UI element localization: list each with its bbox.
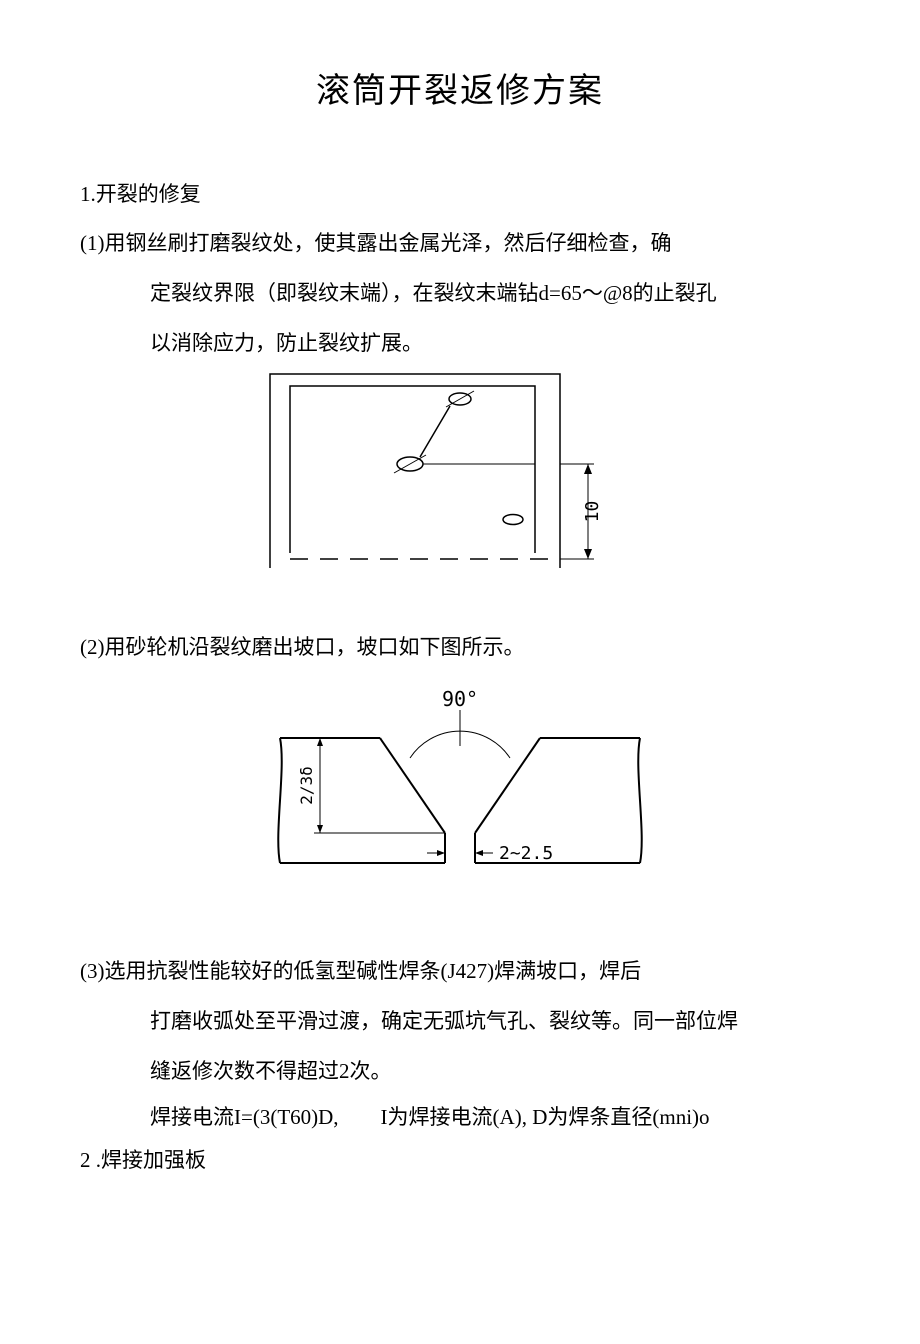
svg-text:90°: 90° bbox=[442, 687, 478, 711]
figure-2: 90° 2~2.5 2/3δ bbox=[80, 668, 840, 922]
figure-1: 10 bbox=[80, 364, 840, 618]
item1-line3: 以消除应力，防止裂纹扩展。 bbox=[150, 324, 840, 364]
item1-line1: (1)用钢丝刷打磨裂纹处，使其露出金属光泽，然后仔细检查，确 bbox=[80, 224, 840, 264]
item3-line3: 缝返修次数不得超过2次。 bbox=[150, 1052, 840, 1092]
item3-line1: (3)选用抗裂性能较好的低氢型碱性焊条(J427)焊满坡口，焊后 bbox=[80, 952, 840, 992]
section2-heading: 2 .焊接加强板 bbox=[80, 1141, 840, 1181]
section1-heading: 1.开裂的修复 bbox=[80, 175, 840, 215]
svg-text:2/3δ: 2/3δ bbox=[297, 766, 316, 805]
formula-line: 焊接电流I=(3(T60)D, I为焊接电流(A), D为焊条直径(mni)o bbox=[150, 1098, 840, 1138]
svg-text:2~2.5: 2~2.5 bbox=[499, 843, 553, 864]
svg-text:10: 10 bbox=[582, 501, 603, 523]
item1-line2: 定裂纹界限（即裂纹末端），在裂纹末端钻d=65～@8的止裂孔 bbox=[150, 274, 840, 314]
page-title: 滚筒开裂返修方案 bbox=[80, 60, 840, 125]
item3-line2: 打磨收弧处至平滑过渡，确定无弧坑气孔、裂纹等。同一部位焊 bbox=[150, 1002, 840, 1042]
item2: (2)用砂轮机沿裂纹磨出坡口，坡口如下图所示。 bbox=[80, 628, 840, 668]
